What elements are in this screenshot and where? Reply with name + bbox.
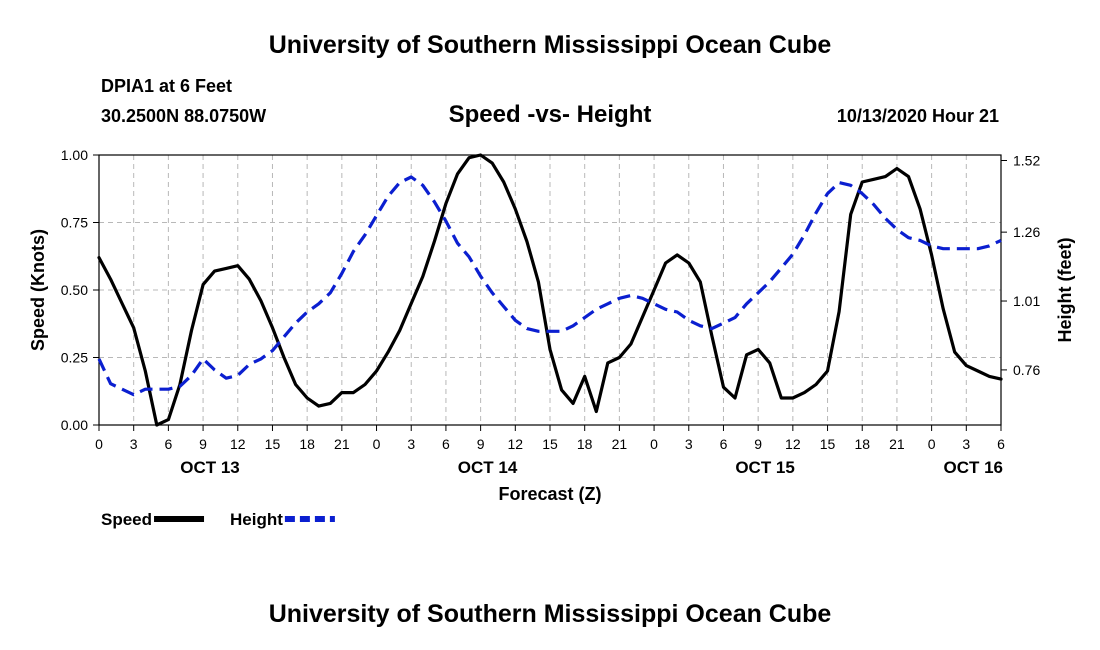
x-tick-label: 15 — [265, 436, 281, 452]
station-label: DPIA1 at 6 Feet — [101, 76, 233, 96]
x-tick-label: 3 — [130, 436, 138, 452]
x-tick-label: 21 — [612, 436, 628, 452]
x-tick-label: 9 — [477, 436, 485, 452]
x-tick-label: 3 — [685, 436, 693, 452]
x-tick-label: 3 — [407, 436, 415, 452]
series-line-speed — [97, 153, 1003, 427]
x-tick-label: 12 — [785, 436, 801, 452]
x-tick-label: 21 — [334, 436, 350, 452]
x-tick-label: 18 — [299, 436, 315, 452]
date-label: OCT 13 — [180, 458, 240, 477]
x-axis-title: Forecast (Z) — [498, 484, 601, 504]
right-tick-label: 1.26 — [1013, 224, 1040, 240]
left-tick-label: 0.75 — [61, 215, 88, 231]
y-axis-right-title: Height (feet) — [1055, 238, 1075, 343]
x-tick-label: 6 — [997, 436, 1005, 452]
x-tick-label: 0 — [650, 436, 658, 452]
y-axis-left-title: Speed (Knots) — [28, 229, 48, 351]
left-tick-label: 1.00 — [61, 147, 88, 163]
x-tick-label: 0 — [928, 436, 936, 452]
legend-label-speed: Speed — [101, 510, 152, 529]
x-tick-label: 0 — [95, 436, 103, 452]
x-tick-label: 18 — [577, 436, 593, 452]
x-tick-label: 6 — [164, 436, 172, 452]
x-tick-label: 12 — [230, 436, 246, 452]
left-tick-label: 0.25 — [61, 350, 88, 366]
date-label: OCT 14 — [458, 458, 518, 477]
x-tick-label: 9 — [199, 436, 207, 452]
left-tick-label: 0.50 — [61, 282, 88, 298]
x-tick-label: 18 — [854, 436, 870, 452]
x-tick-label: 15 — [542, 436, 558, 452]
right-tick-label: 0.76 — [1013, 362, 1040, 378]
x-tick-label: 3 — [962, 436, 970, 452]
x-tick-label: 6 — [720, 436, 728, 452]
x-tick-label: 9 — [754, 436, 762, 452]
left-tick-label: 0.00 — [61, 417, 88, 433]
x-tick-label: 0 — [373, 436, 381, 452]
legend-label-height: Height — [230, 510, 283, 529]
right-tick-label: 1.01 — [1013, 293, 1040, 309]
x-tick-label: 6 — [442, 436, 450, 452]
station-coordinates: 30.2500N 88.0750W — [101, 106, 267, 126]
series-line-height — [97, 175, 1002, 397]
date-label: OCT 15 — [735, 458, 795, 477]
page-title-bottom: University of Southern Mississippi Ocean… — [268, 600, 832, 628]
page-title-top: University of Southern Mississippi Ocean… — [268, 31, 832, 59]
chart-subtitle: Speed -vs- Height — [448, 101, 652, 128]
x-tick-label: 15 — [820, 436, 836, 452]
right-tick-label: 1.52 — [1013, 153, 1040, 169]
forecast-datetime: 10/13/2020 Hour 21 — [836, 106, 999, 126]
x-tick-label: 12 — [508, 436, 524, 452]
date-label: OCT 16 — [943, 458, 1003, 477]
x-tick-label: 21 — [889, 436, 905, 452]
